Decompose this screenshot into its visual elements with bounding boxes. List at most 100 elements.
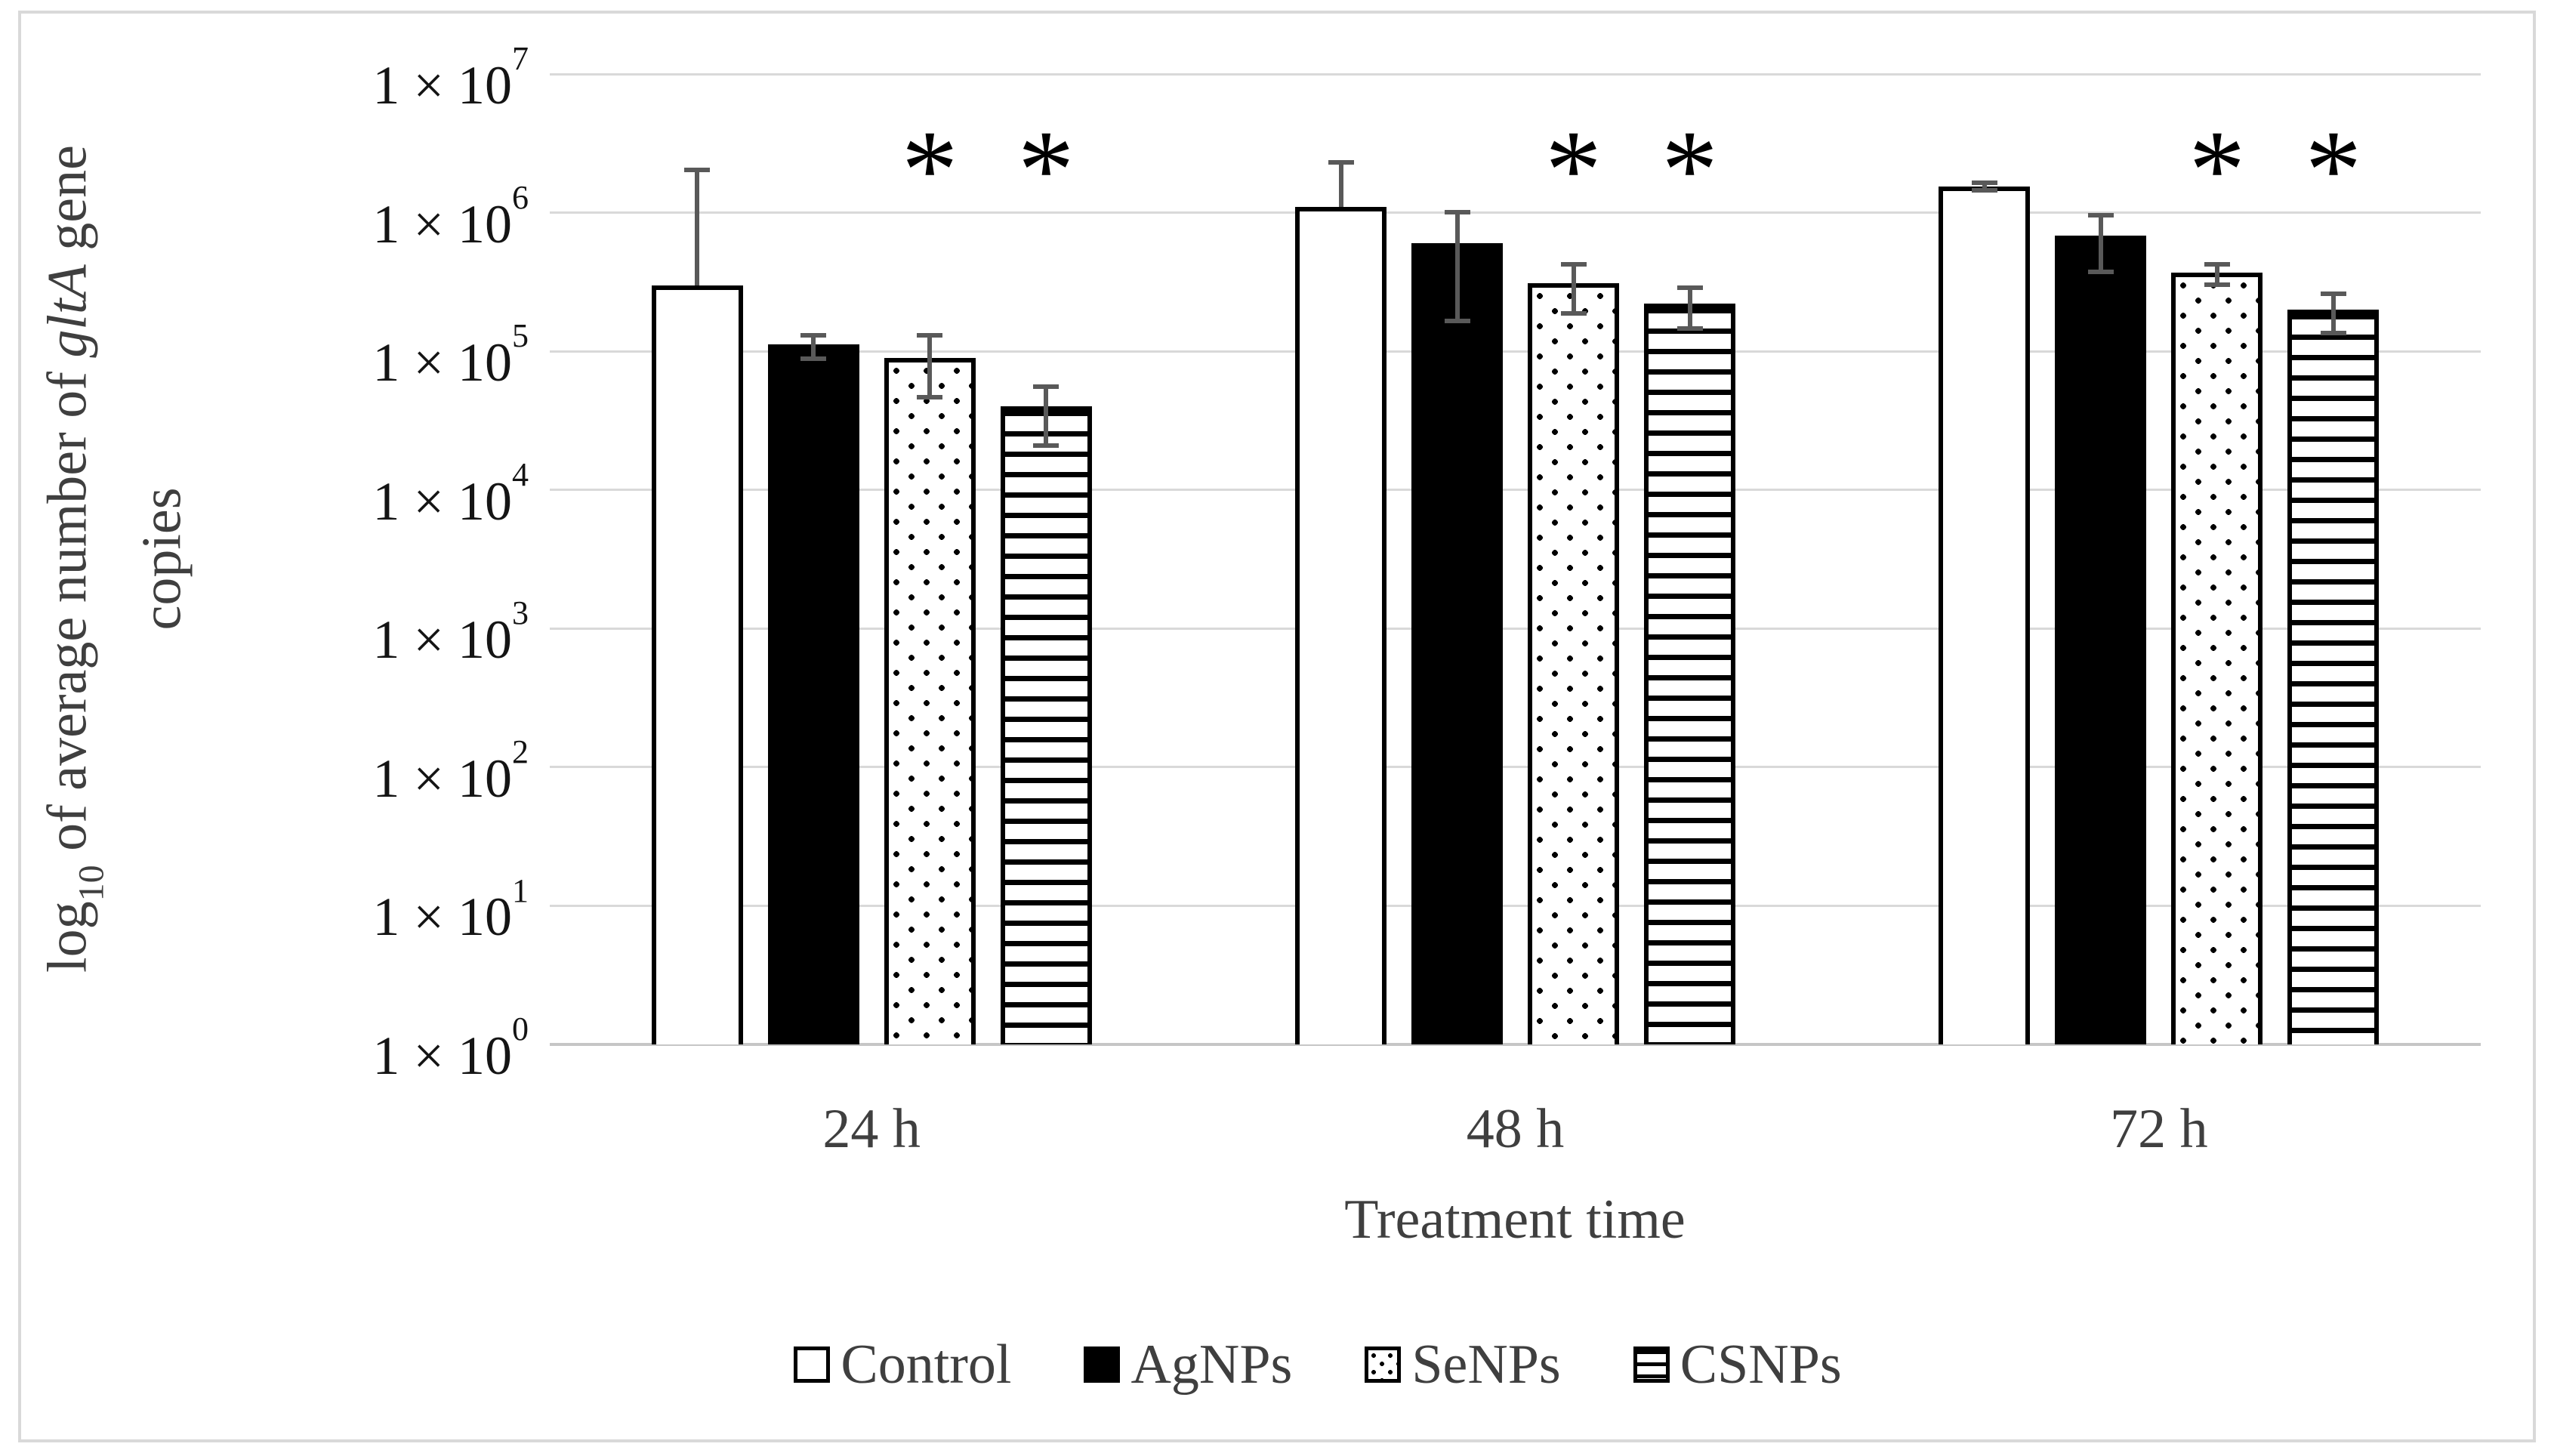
bar-agnps-48h: [1411, 243, 1503, 1044]
gridline-1e7: [550, 72, 2481, 76]
significance-asterisk-csnps-72h: *: [2305, 107, 2362, 233]
error-bar-cap-bottom: [1033, 443, 1060, 449]
error-bar-senps-48h: [1560, 262, 1587, 316]
legend-swatch-control: [794, 1346, 831, 1383]
bar-senps-72h: [2171, 272, 2263, 1044]
gridline-1e1: [550, 904, 2481, 907]
error-bar-cap-top: [917, 333, 943, 338]
gridline-1e6: [550, 211, 2481, 214]
y-axis-title: log10 of average number of gltA gene cop…: [30, 0, 200, 1148]
significance-asterisk-csnps-24h: *: [1017, 107, 1075, 233]
error-bar-csnps-24h: [1033, 384, 1060, 449]
error-bar-stem: [1571, 262, 1576, 316]
error-bar-cap-top: [800, 333, 827, 338]
y-tick-label-1e0: 1 × 100: [372, 1010, 529, 1086]
error-bar-cap-bottom: [2204, 282, 2230, 288]
x-axis-line: [550, 1043, 2481, 1046]
error-bar-cap-top: [684, 168, 711, 173]
y-tick-label-1e6: 1 × 106: [372, 178, 529, 254]
error-bar-senps-72h: [2204, 262, 2230, 288]
legend: Control AgNPs SeNPs CSNPs: [0, 1323, 2554, 1406]
y-tick-exponent: 2: [512, 733, 529, 771]
error-bar-cap-top: [1971, 180, 1997, 186]
gridline-1e4: [550, 489, 2481, 492]
error-bar-stem: [811, 333, 816, 362]
error-bar-cap-bottom: [1444, 318, 1470, 323]
y-tick-exponent: 7: [512, 40, 529, 78]
error-bar-cap-bottom: [2087, 270, 2114, 274]
legend-item-senps: SeNPs: [1365, 1323, 1561, 1406]
y-axis-title-subscript: 10: [71, 865, 112, 902]
error-bar-stem: [695, 168, 700, 285]
error-bar-control-24h: [684, 168, 711, 285]
error-bar-stem: [2214, 262, 2219, 288]
y-tick-label-1e5: 1 × 105: [372, 317, 529, 393]
x-axis-title: Treatment time: [1344, 1189, 1686, 1251]
error-bar-cap-top: [2204, 262, 2230, 267]
gene-name-italic: gltA: [36, 264, 99, 358]
error-bar-cap-bottom: [1560, 311, 1587, 316]
legend-label-agnps: AgNPs: [1130, 1334, 1293, 1396]
gridline-1e3: [550, 627, 2481, 630]
figure-border: [18, 11, 2536, 1442]
error-bar-cap-bottom: [1676, 326, 1703, 332]
error-bar-stem: [2330, 291, 2336, 336]
error-bar-stem: [1982, 180, 1987, 193]
legend-swatch-csnps: [1633, 1346, 1670, 1383]
x-tick-label-72h: 72 h: [2110, 1098, 2208, 1160]
bar-senps-24h: [884, 357, 976, 1044]
bar-control-48h: [1295, 206, 1387, 1044]
y-tick-label-1e1: 1 × 101: [372, 871, 529, 948]
significance-asterisk-csnps-48h: *: [1661, 107, 1718, 233]
bar-csnps-48h: [1644, 304, 1735, 1044]
error-bar-stem: [1338, 159, 1343, 207]
error-bar-stem: [1454, 209, 1460, 323]
gridline-1e5: [550, 350, 2481, 353]
error-bar-senps-24h: [917, 333, 943, 399]
legend-label-control: Control: [841, 1334, 1012, 1396]
error-bar-csnps-48h: [1676, 285, 1703, 332]
significance-asterisk-senps-72h: *: [2188, 107, 2246, 233]
legend-item-agnps: AgNPs: [1084, 1323, 1292, 1406]
legend-label-csnps: CSNPs: [1680, 1334, 1842, 1396]
y-tick-exponent: 0: [512, 1010, 529, 1048]
legend-swatch-senps: [1365, 1346, 1402, 1383]
bar-control-24h: [651, 285, 743, 1044]
error-bar-cap-top: [1033, 384, 1060, 389]
legend-item-csnps: CSNPs: [1633, 1323, 1842, 1406]
y-tick-exponent: 1: [512, 871, 529, 909]
error-bar-control-48h: [1328, 159, 1354, 207]
error-bar-cap-bottom: [1971, 187, 1997, 193]
bar-senps-48h: [1528, 282, 1619, 1044]
y-tick-label-1e7: 1 × 107: [372, 40, 529, 116]
error-bar-cap-top: [1328, 159, 1354, 165]
error-bar-stem: [927, 333, 933, 399]
error-bar-cap-top: [1560, 262, 1587, 267]
error-bar-stem: [1044, 384, 1049, 449]
legend-label-senps: SeNPs: [1411, 1334, 1561, 1396]
significance-asterisk-senps-24h: *: [901, 107, 958, 233]
y-tick-exponent: 3: [512, 594, 529, 632]
error-bar-cap-bottom: [800, 356, 827, 362]
legend-swatch-agnps: [1084, 1346, 1121, 1383]
error-bar-cap-top: [2320, 291, 2346, 296]
error-bar-cap-top: [1444, 209, 1470, 214]
bar-csnps-24h: [1000, 406, 1092, 1044]
error-bar-cap-bottom: [2320, 331, 2346, 336]
y-tick-exponent: 5: [512, 317, 529, 355]
y-axis-title-line1: log10 of average number of gltA gene: [36, 145, 112, 973]
y-axis-title-line2: copies: [131, 487, 193, 631]
y-tick-exponent: 6: [512, 178, 529, 216]
x-tick-label-24h: 24 h: [822, 1098, 921, 1160]
error-bar-agnps-24h: [800, 333, 827, 362]
y-tick-exponent: 4: [512, 455, 529, 493]
legend-item-control: Control: [794, 1323, 1011, 1406]
gridline-1e2: [550, 766, 2481, 769]
error-bar-agnps-48h: [1444, 209, 1470, 323]
error-bar-cap-bottom: [917, 394, 943, 399]
error-bar-stem: [1687, 285, 1692, 332]
bar-agnps-72h: [2055, 236, 2147, 1044]
error-bar-cap-top: [1676, 285, 1703, 290]
bar-control-72h: [1939, 186, 2031, 1044]
